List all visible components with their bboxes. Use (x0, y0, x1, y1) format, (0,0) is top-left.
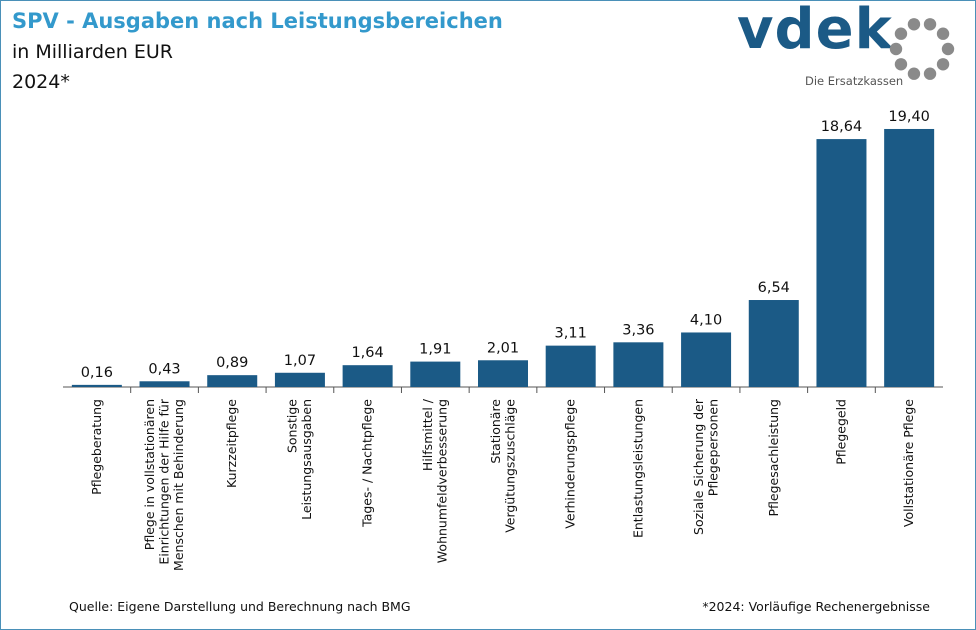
bar (410, 361, 461, 387)
data-label: 0,16 (81, 365, 113, 381)
x-tick-label: Verhinderungspflege (563, 399, 578, 529)
bar (681, 332, 732, 387)
bar (139, 381, 190, 387)
logo-ring-dot (936, 27, 950, 40)
x-tick-label: StationäreVergütungszuschläge (488, 399, 518, 533)
bar (342, 365, 393, 387)
logo-ring-dot (923, 67, 937, 80)
x-tick-label: SonstigeLeistungsausgaben (285, 399, 315, 520)
logo-ring-icon (889, 18, 955, 80)
logo-ring-dot (907, 18, 921, 31)
data-label: 1,64 (351, 345, 383, 361)
x-tick-label: Tages- / Nachtpflege (360, 399, 375, 528)
x-tick-label: Hilfsmittel /Wohnumfeldverbesserung (420, 398, 450, 563)
bar (478, 360, 528, 387)
chart-title: SPV - Ausgaben nach Leistungsbereichen (12, 9, 503, 33)
x-tick-label: Kurzzeitpflege (224, 399, 239, 488)
bar (613, 342, 664, 387)
x-tick-label: Pflegegeld (833, 399, 848, 465)
logo-ring-dot (923, 18, 937, 31)
bar (816, 139, 867, 387)
logo-ring-dot (941, 42, 955, 56)
bar (884, 128, 935, 387)
x-tick-label: Vollstationäre Pflege (901, 399, 916, 527)
data-label: 4,10 (690, 312, 722, 328)
bar (545, 345, 596, 387)
x-tick-label: Entlastungsleistungen (630, 399, 645, 538)
data-label: 0,43 (148, 361, 180, 377)
chart-year: 2024* (12, 71, 70, 93)
data-label: 3,11 (555, 326, 587, 342)
data-label: 18,64 (821, 119, 863, 135)
data-label: 2,01 (487, 340, 519, 356)
data-label: 0,89 (216, 355, 248, 371)
logo-ring-dot (889, 42, 903, 56)
data-label: 3,36 (622, 322, 654, 338)
logo-ring-dot (894, 27, 908, 40)
logo-ring-dot (907, 67, 921, 80)
chart-subtitle: in Milliarden EUR (12, 41, 173, 63)
logo-ring-dot (936, 58, 950, 71)
bar (274, 372, 325, 387)
x-tick-label: Pflege in vollstationärenEinrichtungen d… (142, 398, 186, 571)
data-label: 1,91 (419, 342, 451, 358)
footnote: *2024: Vorläufige Rechenergebnisse (702, 599, 930, 614)
x-tick-label: Pflegesachleistung (766, 399, 781, 517)
vdek-logo: vdek Die Ersatzkassen (737, 1, 967, 91)
logo-wordmark: vdek (737, 0, 893, 62)
x-tick-label: Pflegeberatung (89, 399, 104, 495)
bar (207, 375, 258, 387)
bar (71, 384, 122, 387)
data-label: 1,07 (284, 353, 316, 369)
logo-ring-dot (894, 58, 908, 71)
data-label: 19,40 (888, 109, 930, 125)
bar (748, 300, 799, 387)
data-label: 6,54 (758, 280, 790, 296)
logo-tagline: Die Ersatzkassen (805, 74, 904, 88)
source-note: Quelle: Eigene Darstellung und Berechnun… (69, 599, 411, 614)
x-tick-label: Soziale Sicherung derPflegepersonen (691, 398, 721, 535)
